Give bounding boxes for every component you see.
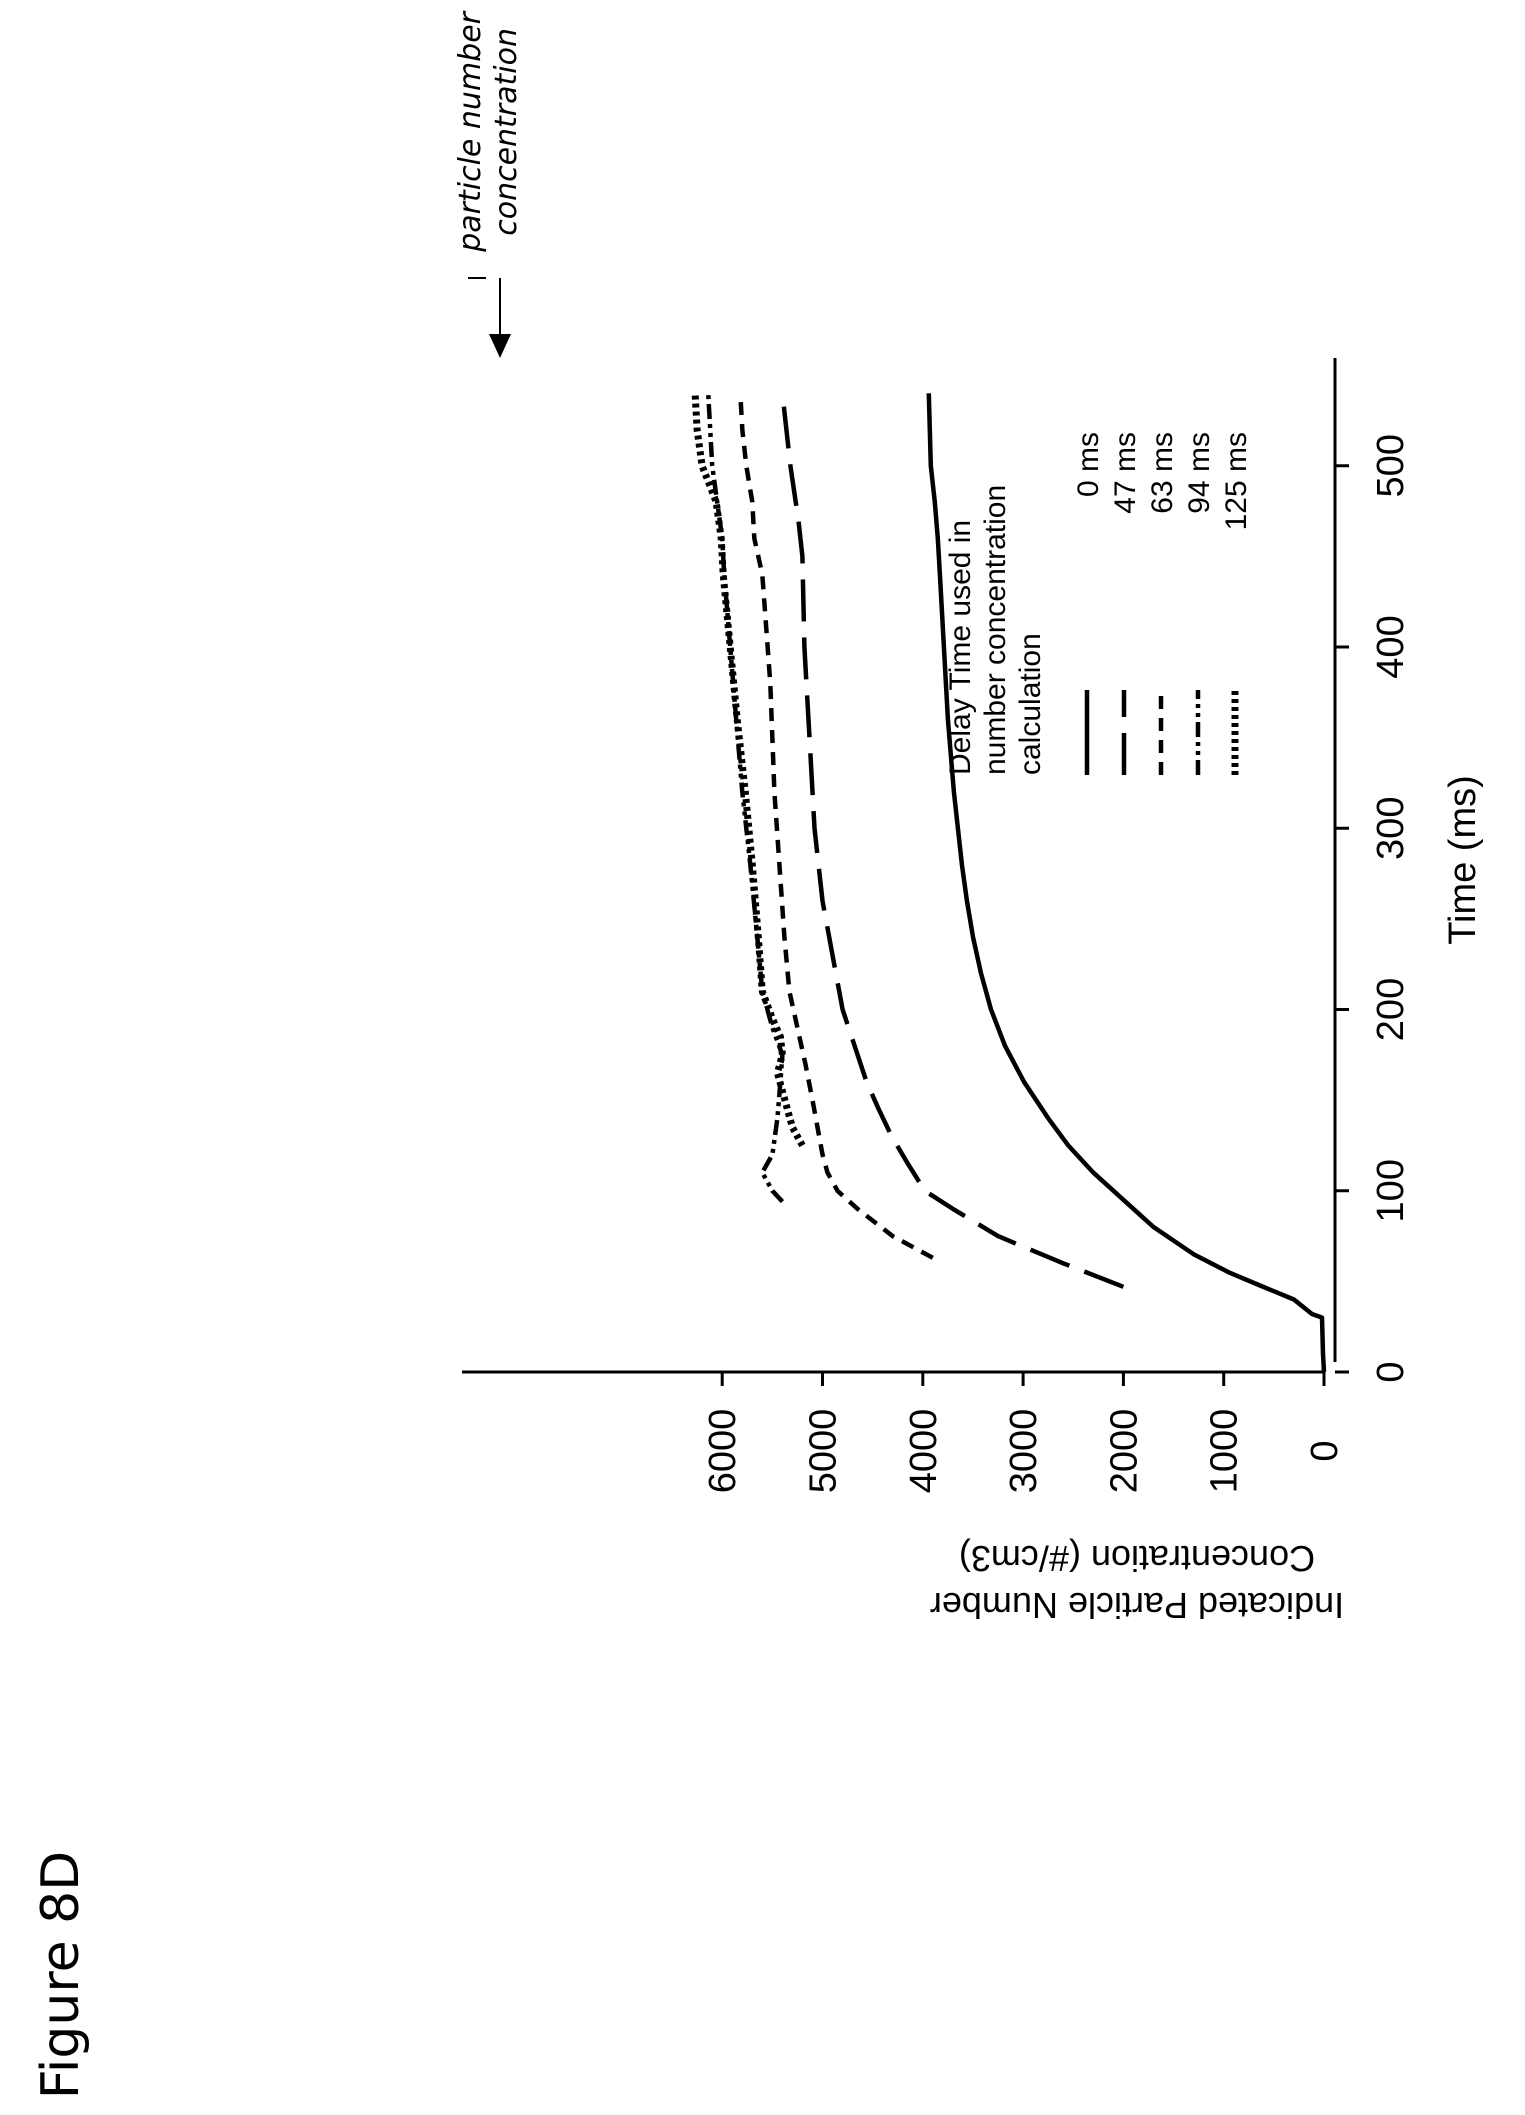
legend-label: 63 ms (1146, 432, 1179, 514)
annotation-arrowhead (489, 334, 511, 358)
y-tick-label: 2000 (1103, 1409, 1145, 1494)
legend-entries: 0 ms 47 ms 63 ms 94 ms 125 ms (1072, 432, 1253, 775)
annotation: particle number concentration (453, 10, 524, 358)
y-tick-label: 0 (1304, 1440, 1346, 1461)
y-axis-label-line2: Concentration (#/cm3) (959, 1538, 1315, 1579)
legend-title-line2: number concentration (979, 485, 1012, 775)
legend-label: 94 ms (1183, 432, 1216, 514)
series-line-47-ms (780, 393, 1125, 1289)
legend-label: 0 ms (1072, 432, 1105, 497)
series-lines (691, 393, 1327, 1373)
x-tick-label: 500 (1370, 434, 1412, 497)
x-tick-label: 0 (1370, 1361, 1412, 1382)
y-tick-label: 1000 (1204, 1409, 1246, 1494)
x-tick-label: 100 (1370, 1159, 1412, 1222)
chart-area: 0 100 200 300 400 500 0 1000 2000 3000 4000 5000 60… (453, 10, 1484, 1626)
x-tick-label: 200 (1370, 978, 1412, 1041)
x-tick-group: 0 100 200 300 400 500 (1335, 434, 1412, 1383)
legend-label: 47 ms (1109, 432, 1142, 514)
x-tick-label: 400 (1370, 615, 1412, 678)
y-tick-label: 5000 (803, 1409, 845, 1494)
annotation-line2: concentration (489, 28, 524, 236)
y-tick-label: 4000 (903, 1409, 945, 1494)
annotation-line1: particle number (453, 10, 488, 252)
legend: Delay Time used in number concentration … (944, 432, 1253, 775)
x-axis-label: Time (ms) (1442, 775, 1484, 945)
y-tick-label: 6000 (702, 1409, 744, 1494)
x-tick-label: 300 (1370, 797, 1412, 860)
y-tick-label: 3000 (1003, 1409, 1045, 1494)
y-tick-group: 0 1000 2000 3000 4000 5000 6000 (702, 1372, 1346, 1493)
legend-label: 125 ms (1220, 432, 1253, 530)
series-line-94-ms (705, 393, 785, 1204)
y-axis-label-line1: Indicated Particle Number (930, 1585, 1344, 1626)
legend-title-line3: calculation (1014, 633, 1047, 775)
series-line-63-ms (738, 393, 934, 1260)
series-line-0-ms (926, 393, 1327, 1373)
figure-label: Figure 8D (31, 1851, 91, 2099)
series-line-125-ms (691, 393, 806, 1148)
legend-title-line1: Delay Time used in (944, 520, 977, 775)
